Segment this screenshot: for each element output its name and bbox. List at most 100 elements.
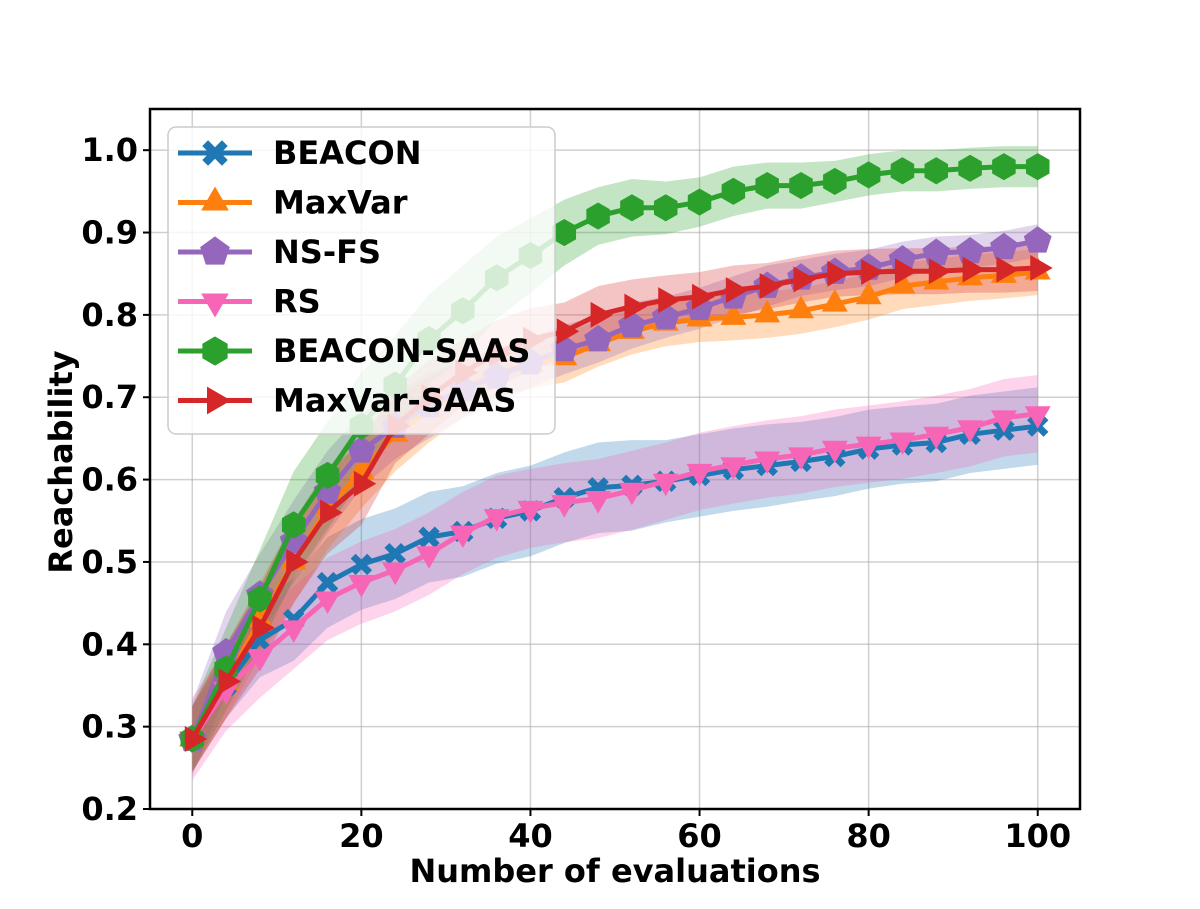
maxvar-point <box>754 299 781 323</box>
maxvar-saas-point <box>759 273 783 300</box>
legend-swatch-marker <box>207 386 232 415</box>
y-tick-label: 0.3 <box>81 708 138 746</box>
y-tick-label: 0.6 <box>81 461 138 499</box>
maxvar-saas-point <box>928 258 952 285</box>
rs-point <box>618 482 645 506</box>
rs-point <box>1024 406 1051 429</box>
rs-point <box>483 509 510 532</box>
x-tick-label: 20 <box>339 817 384 855</box>
legend-swatch-marker <box>201 186 229 211</box>
x-tick-label: 80 <box>846 817 891 855</box>
legend-label: MaxVar-SAAS <box>273 382 516 420</box>
rs-point <box>990 410 1017 433</box>
beacon-band <box>192 387 1038 772</box>
rs-point <box>652 473 679 497</box>
y-tick-label: 0.7 <box>81 378 138 416</box>
maxvar-saas-point <box>962 256 986 283</box>
maxvar-saas-point <box>624 293 647 320</box>
axis-ticks: 0 20 40 60 80 100 0.2 0.3 0.4 0.5 0.6 0.7 0.8 0.9 1.0 <box>81 131 1071 855</box>
series-lines <box>178 153 1053 754</box>
legend-item-ns-fs: NS-FS <box>178 233 381 271</box>
legend-swatch-marker <box>202 336 228 366</box>
rs-point <box>923 426 950 450</box>
maxvar-saas-point <box>692 283 715 310</box>
maxvar-band <box>192 249 1038 772</box>
maxvar-saas-point <box>793 266 817 293</box>
rs-point <box>957 420 984 443</box>
rs-point <box>314 591 341 614</box>
beacon-saas-point <box>248 585 272 613</box>
beacon-saas-point <box>924 157 949 185</box>
legend-swatch-marker <box>202 140 228 166</box>
beacon-saas-point <box>856 161 881 189</box>
y-axis-title: Reachability <box>42 350 80 573</box>
legend-item-beacon-saas: BEACON-SAAS <box>178 332 530 370</box>
x-tick-label: 60 <box>677 817 722 855</box>
rs-point <box>246 649 273 672</box>
beacon-saas-point <box>653 194 678 222</box>
beacon-saas-point <box>958 154 982 182</box>
rs-series <box>179 406 1051 754</box>
y-tick-label: 0.8 <box>81 296 138 334</box>
ns-fs-point <box>584 324 612 352</box>
maxvar-saas-point <box>218 668 242 695</box>
legend-label: NS-FS <box>273 233 381 271</box>
legend-item-beacon: BEACON <box>178 134 421 172</box>
beacon-saas-point <box>586 202 610 230</box>
beacon-saas-point <box>1025 153 1050 181</box>
rs-point <box>382 562 409 586</box>
y-tick-label: 0.5 <box>81 543 138 581</box>
y-tick-label: 0.4 <box>81 625 138 663</box>
legend-item-rs: RS <box>178 283 321 321</box>
beacon-saas-point <box>755 172 779 200</box>
rs-point <box>720 457 747 480</box>
ns-fs-point <box>990 232 1018 260</box>
x-axis-title: Number of evaluations <box>409 852 820 890</box>
legend-swatch-marker <box>200 236 230 265</box>
beacon-saas-point <box>992 153 1016 181</box>
y-tick-label: 0.9 <box>81 214 138 252</box>
rs-point <box>754 451 781 474</box>
rs-point <box>551 495 578 518</box>
rs-point <box>855 436 882 460</box>
beacon-point <box>418 526 440 548</box>
rs-point <box>517 500 544 524</box>
maxvar-saas-point <box>861 259 884 286</box>
legend-label: RS <box>273 283 321 321</box>
beacon-saas-point <box>687 188 712 216</box>
beacon-saas-point <box>620 194 644 222</box>
rs-point <box>788 447 814 470</box>
beacon-saas-point <box>721 177 746 205</box>
legend-box <box>167 126 556 435</box>
maxvar-saas-point <box>320 499 343 526</box>
rs-point <box>889 432 916 456</box>
rs-point <box>449 525 476 549</box>
y-tick-label: 1.0 <box>81 131 138 169</box>
plot-frame <box>148 107 1082 811</box>
legend-label: BEACON-SAAS <box>273 332 530 370</box>
beacon-point <box>384 542 406 565</box>
maxvar-point <box>720 302 747 325</box>
x-tick-label: 100 <box>1004 817 1071 855</box>
maxvar-saas-point <box>184 726 208 752</box>
beacon-saas-point <box>890 157 915 185</box>
x-tick-label: 40 <box>508 817 553 855</box>
maxvar-saas-point <box>252 614 275 641</box>
legend: BEACON MaxVar NS-FS RS BEACON-SAAS MaxVar-SAA… <box>167 126 556 435</box>
ns-fs-point <box>1023 226 1052 253</box>
maxvar-saas-band <box>192 244 1038 772</box>
rs-point <box>821 440 848 464</box>
beacon-saas-point <box>823 167 847 196</box>
maxvar-saas-point <box>725 277 749 304</box>
maxvar-point <box>788 295 814 319</box>
maxvar-point <box>821 289 848 312</box>
y-tick-label: 0.2 <box>81 790 138 828</box>
maxvar-saas-point <box>556 318 580 345</box>
maxvar-saas-point <box>353 470 377 497</box>
beacon-saas-point <box>315 461 340 490</box>
legend-swatch-marker <box>201 293 229 318</box>
beacon-saas-point <box>281 511 306 539</box>
maxvar-saas-point <box>827 260 850 287</box>
rs-point <box>416 546 442 569</box>
